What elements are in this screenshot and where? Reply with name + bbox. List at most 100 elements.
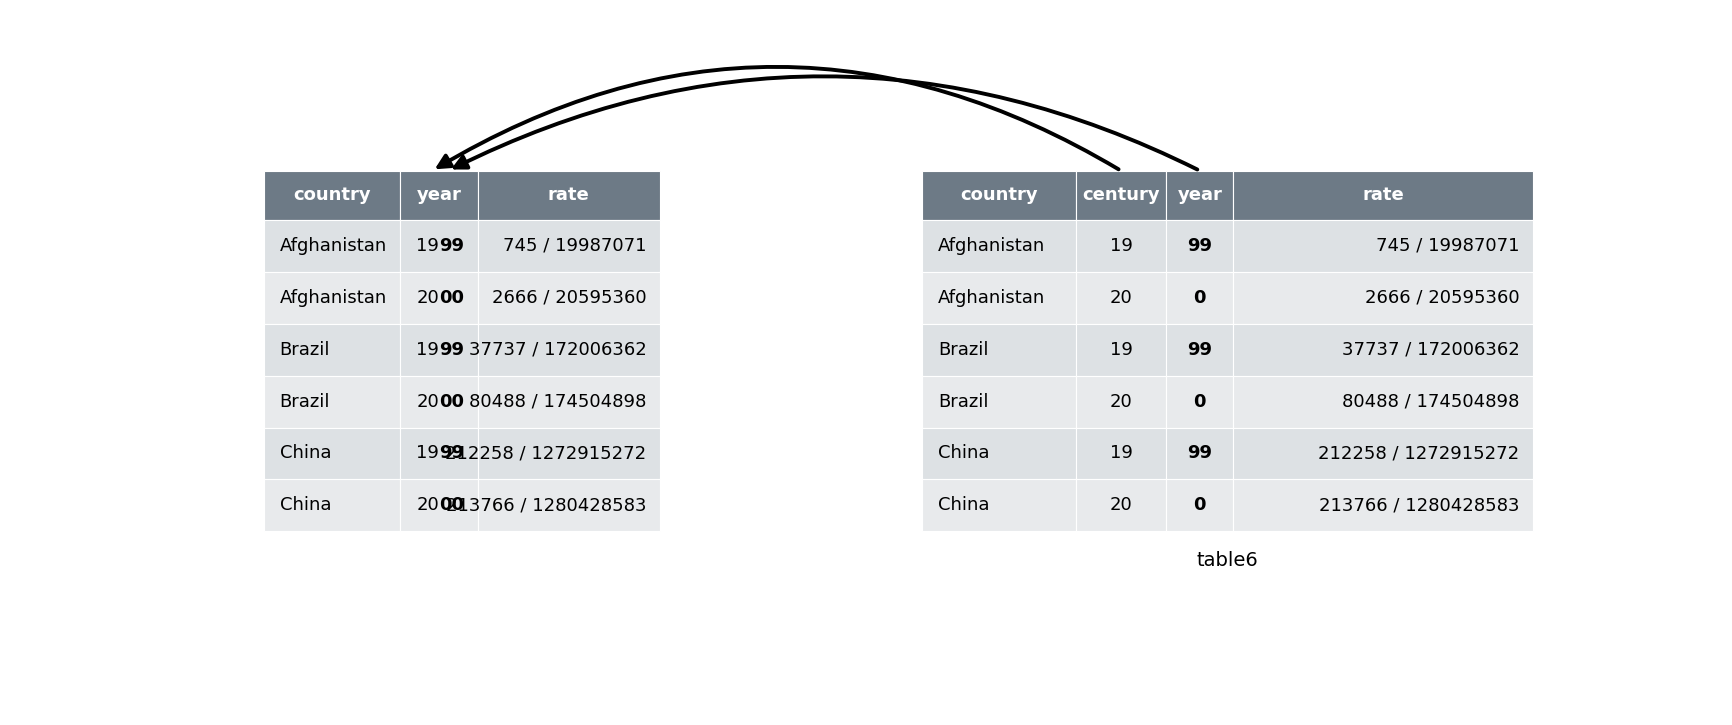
Text: 37737 / 172006362: 37737 / 172006362	[468, 341, 646, 359]
Bar	[400, 428, 478, 479]
Text: 80488 / 174504898: 80488 / 174504898	[469, 392, 646, 410]
Text: China: China	[937, 497, 989, 515]
Text: 99: 99	[440, 444, 464, 463]
Text: 00: 00	[438, 497, 464, 515]
Bar	[263, 479, 400, 531]
Bar	[478, 171, 660, 220]
Bar	[1233, 376, 1533, 428]
Bar	[1076, 428, 1166, 479]
Text: Brazil: Brazil	[279, 341, 331, 359]
Bar	[263, 272, 400, 323]
Text: 00: 00	[438, 289, 464, 307]
Text: year: year	[1176, 186, 1221, 204]
Text: 20: 20	[416, 289, 438, 307]
Bar	[1166, 479, 1233, 531]
Bar	[1166, 220, 1233, 272]
Bar	[400, 171, 478, 220]
Bar	[478, 272, 660, 323]
Text: 20: 20	[1108, 289, 1131, 307]
Bar	[478, 376, 660, 428]
Bar	[263, 376, 400, 428]
Bar	[921, 376, 1076, 428]
Text: Brazil: Brazil	[937, 341, 987, 359]
Bar	[1076, 323, 1166, 376]
Bar	[921, 171, 1076, 220]
Text: China: China	[279, 444, 331, 463]
Text: 19: 19	[416, 341, 440, 359]
Bar	[1076, 376, 1166, 428]
Text: 19: 19	[416, 444, 440, 463]
Text: 19: 19	[1108, 341, 1131, 359]
Text: Afghanistan: Afghanistan	[279, 237, 386, 254]
Bar	[400, 479, 478, 531]
Bar	[400, 272, 478, 323]
Bar	[1166, 272, 1233, 323]
Bar	[478, 220, 660, 272]
Text: 2666 / 20595360: 2666 / 20595360	[492, 289, 646, 307]
Bar	[263, 323, 400, 376]
Text: Brazil: Brazil	[937, 392, 987, 410]
Text: 212258 / 1272915272: 212258 / 1272915272	[445, 444, 646, 463]
Bar	[1233, 428, 1533, 479]
Bar	[478, 323, 660, 376]
Bar	[1166, 323, 1233, 376]
Text: 19: 19	[416, 237, 440, 254]
Text: 2666 / 20595360: 2666 / 20595360	[1365, 289, 1519, 307]
Text: China: China	[937, 444, 989, 463]
Text: Afghanistan: Afghanistan	[279, 289, 386, 307]
Text: China: China	[279, 497, 331, 515]
Text: 00: 00	[438, 392, 464, 410]
Text: rate: rate	[1361, 186, 1403, 204]
Text: year: year	[416, 186, 461, 204]
Bar	[921, 479, 1076, 531]
Text: 99: 99	[1186, 341, 1212, 359]
Bar	[263, 428, 400, 479]
Text: 0: 0	[1193, 392, 1205, 410]
Bar	[921, 220, 1076, 272]
Bar	[478, 479, 660, 531]
Text: 19: 19	[1108, 444, 1131, 463]
Text: 19: 19	[1108, 237, 1131, 254]
Bar	[921, 323, 1076, 376]
Bar	[1233, 171, 1533, 220]
Text: 0: 0	[1193, 497, 1205, 515]
Text: 99: 99	[440, 237, 464, 254]
Text: 213766 / 1280428583: 213766 / 1280428583	[445, 497, 646, 515]
Text: 20: 20	[1108, 392, 1131, 410]
Text: 213766 / 1280428583: 213766 / 1280428583	[1318, 497, 1519, 515]
Bar	[1076, 220, 1166, 272]
Text: 37737 / 172006362: 37737 / 172006362	[1341, 341, 1519, 359]
Bar	[1166, 376, 1233, 428]
Text: 99: 99	[440, 341, 464, 359]
Text: 20: 20	[416, 392, 438, 410]
Bar	[1233, 272, 1533, 323]
Bar	[1233, 323, 1533, 376]
Text: 80488 / 174504898: 80488 / 174504898	[1341, 392, 1519, 410]
Text: 99: 99	[1186, 444, 1212, 463]
Bar	[1076, 479, 1166, 531]
Bar	[1166, 428, 1233, 479]
Text: century: century	[1081, 186, 1159, 204]
Bar	[921, 428, 1076, 479]
Bar	[1233, 479, 1533, 531]
Text: 212258 / 1272915272: 212258 / 1272915272	[1318, 444, 1519, 463]
Text: rate: rate	[547, 186, 589, 204]
Bar	[263, 220, 400, 272]
Text: Brazil: Brazil	[279, 392, 331, 410]
Text: Afghanistan: Afghanistan	[937, 289, 1044, 307]
Text: 20: 20	[416, 497, 438, 515]
Bar	[400, 376, 478, 428]
Bar	[263, 171, 400, 220]
Text: country: country	[960, 186, 1037, 204]
Text: table6: table6	[1195, 551, 1257, 570]
Text: 745 / 19987071: 745 / 19987071	[502, 237, 646, 254]
Bar	[400, 323, 478, 376]
Text: 745 / 19987071: 745 / 19987071	[1375, 237, 1519, 254]
Text: Afghanistan: Afghanistan	[937, 237, 1044, 254]
Text: 0: 0	[1193, 289, 1205, 307]
Bar	[1166, 171, 1233, 220]
Text: country: country	[293, 186, 371, 204]
Bar	[921, 272, 1076, 323]
Bar	[1076, 171, 1166, 220]
Text: 99: 99	[1186, 237, 1212, 254]
